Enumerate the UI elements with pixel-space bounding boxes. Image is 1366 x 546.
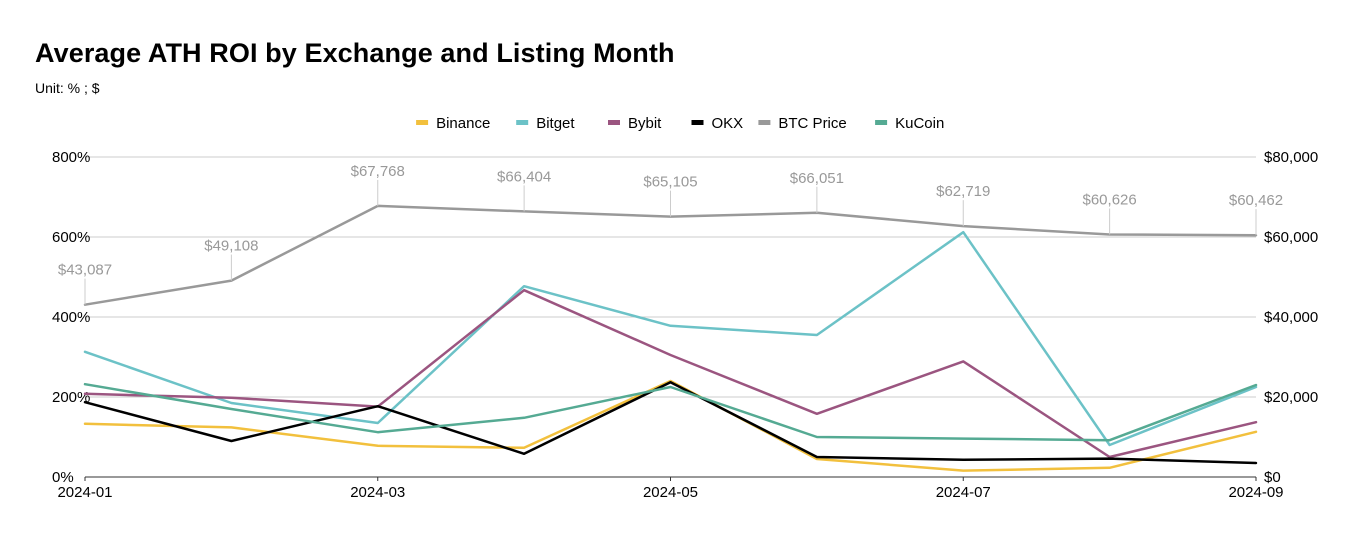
y-left-tick-label: 400% [52,309,90,326]
legend-label: KuCoin [895,115,944,132]
legend-label: OKX [712,115,744,132]
y-right-tick-label: $60,000 [1264,229,1318,246]
btc-price-data-label: $67,768 [351,163,405,180]
legend: Binance Bitget Bybit OKX BTC Price KuCoin [416,115,944,132]
btc-price-data-label: $60,626 [1083,191,1137,208]
btc-price-data-label: $49,108 [204,238,258,255]
btc-price-data-label: $60,462 [1229,192,1283,209]
x-tick-label: 2024-03 [350,484,405,501]
legend-item-bybit: Bybit [608,115,662,132]
y-right-tick-label: $20,000 [1264,389,1318,406]
series-line-okx [83,380,1258,465]
legend-item-btc-price: BTC Price [758,115,847,132]
btc-price-data-label: $65,105 [643,174,697,191]
y-right-tick-label: $0 [1264,469,1281,486]
legend-swatch [758,120,771,125]
y-right-tick-label: $80,000 [1264,149,1318,166]
y-left-tick-label: 600% [52,229,90,246]
y-left-tick-label: 800% [52,149,90,166]
chart-subtitle: Unit: % ; $ [35,80,100,96]
label-layer: $43,087 $49,108 $67,768 $66,404 $65,105 $66,0… [58,163,1283,305]
legend-label: BTC Price [778,115,846,132]
series-line-bitget [83,230,1258,447]
series-line-btc-price [83,204,1258,306]
axis-layer: 0% 200% 400% 600% 800% $0 $20,000 $40,000 $60,00… [52,149,1318,501]
series-line-binance [83,379,1258,472]
y-left-tick-label: 200% [52,389,90,406]
series-line-bybit [83,288,1258,459]
x-tick-label: 2024-07 [936,484,991,501]
legend-swatch [691,120,704,125]
btc-price-data-label: $43,087 [58,262,112,279]
legend-label: Binance [436,115,490,132]
series-layer [83,204,1258,472]
legend-label: Bitget [536,115,575,132]
legend-item-okx: OKX [691,115,744,132]
btc-price-data-label: $66,051 [790,170,844,187]
y-right-tick-label: $40,000 [1264,309,1318,326]
btc-price-data-label: $62,719 [936,183,990,200]
x-tick-label: 2024-05 [643,484,698,501]
legend-swatch [875,120,888,125]
legend-item-binance: Binance [416,115,490,132]
legend-item-bitget: Bitget [516,115,575,132]
legend-swatch [416,120,429,125]
legend-item-kucoin: KuCoin [875,115,944,132]
y-left-tick-label: 0% [52,469,74,486]
btc-price-data-label: $66,404 [497,168,551,185]
chart-title: Average ATH ROI by Exchange and Listing … [35,38,675,68]
legend-swatch [608,120,620,125]
legend-swatch [516,120,529,125]
x-tick-label: 2024-09 [1228,484,1283,501]
x-tick-label: 2024-01 [57,484,112,501]
series-line-kucoin [83,382,1258,442]
legend-label: Bybit [628,115,662,132]
